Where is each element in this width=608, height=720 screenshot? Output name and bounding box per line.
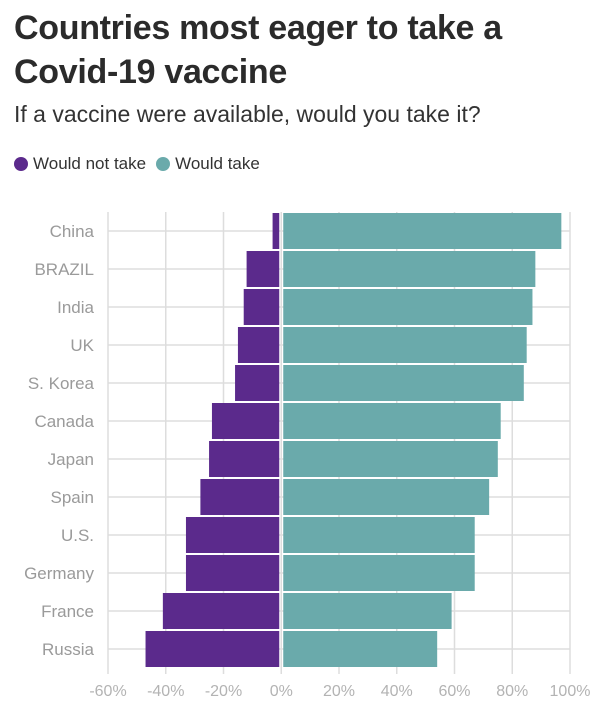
x-tick-label: 40%	[381, 683, 413, 700]
bar-would-take	[283, 289, 533, 325]
bar-would-take	[283, 365, 524, 401]
category-label: Germany	[24, 564, 94, 583]
category-label: Canada	[34, 412, 94, 431]
legend-item-would-not-take: Would not take	[14, 154, 146, 174]
x-tick-label: 100%	[550, 683, 591, 700]
bar-would-not-take	[145, 631, 280, 667]
bar-would-take	[283, 441, 498, 477]
category-label: India	[57, 298, 94, 317]
x-tick-label: -40%	[147, 683, 184, 700]
bar-would-not-take	[185, 555, 280, 591]
bar-would-take	[283, 213, 562, 249]
bar-would-not-take	[235, 365, 280, 401]
bar-would-not-take	[246, 251, 280, 287]
x-tick-label: 80%	[496, 683, 528, 700]
bar-would-take	[283, 593, 452, 629]
bar-would-not-take	[272, 213, 280, 249]
chart-title: Countries most eager to take a Covid-19 …	[14, 9, 502, 91]
x-tick-label: 60%	[438, 683, 470, 700]
bar-chart: China BRAZIL India UK S. Korea Canada Japan Spa…	[24, 212, 591, 700]
category-label: S. Korea	[28, 374, 95, 393]
legend-swatch-would-not-take	[14, 157, 28, 171]
bar-would-not-take	[162, 593, 280, 629]
legend-item-would-take: Would take	[156, 154, 260, 174]
bar-would-take	[283, 631, 438, 667]
bar-would-take	[283, 517, 475, 553]
category-label: Russia	[42, 640, 95, 659]
bar-would-take	[283, 403, 501, 439]
chart-subtitle: If a vaccine were available, would you t…	[14, 101, 481, 127]
x-tick-label: -60%	[89, 683, 126, 700]
legend-label-would-not-take: Would not take	[33, 154, 147, 173]
bar-would-take	[283, 327, 527, 363]
bar-would-not-take	[237, 327, 280, 363]
legend: Would not take Would take	[14, 154, 270, 174]
x-tick-label: 0%	[270, 683, 293, 700]
category-label: France	[41, 602, 94, 621]
bar-would-take	[283, 479, 490, 515]
bar-would-not-take	[200, 479, 280, 515]
bar-would-not-take	[209, 441, 280, 477]
bar-would-not-take	[243, 289, 280, 325]
bar-would-take	[283, 555, 475, 591]
bar-would-not-take	[211, 403, 280, 439]
bar-would-not-take	[185, 517, 280, 553]
category-label: China	[50, 222, 95, 241]
legend-swatch-would-take	[156, 157, 171, 171]
bar-would-take	[283, 251, 536, 287]
category-label: Spain	[51, 488, 94, 507]
category-label: BRAZIL	[34, 260, 94, 279]
x-tick-label: 20%	[323, 683, 355, 700]
category-label: UK	[70, 336, 94, 355]
category-label: U.S.	[61, 526, 94, 545]
legend-label-would-take: Would take	[175, 154, 260, 173]
x-tick-label: -20%	[205, 683, 242, 700]
category-label: Japan	[48, 450, 94, 469]
